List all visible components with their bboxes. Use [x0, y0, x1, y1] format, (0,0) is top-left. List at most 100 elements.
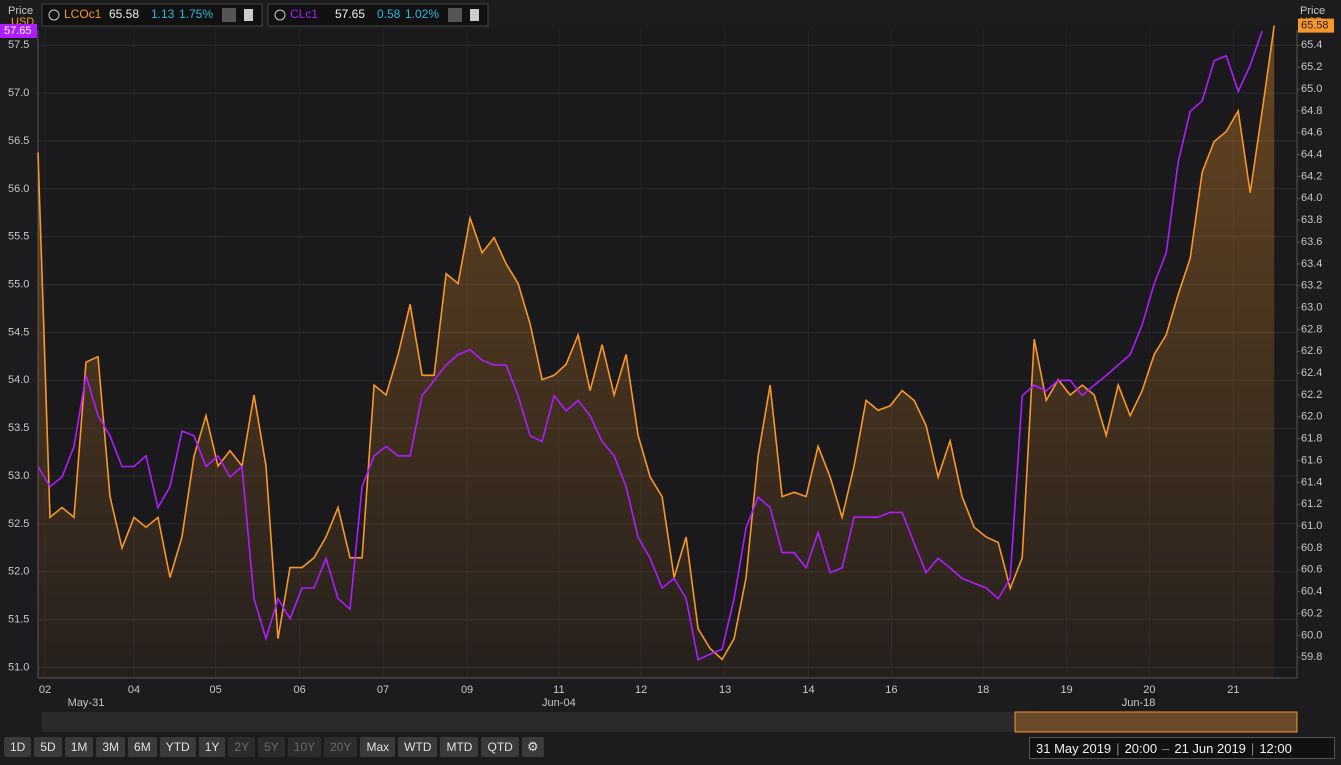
x-secondary-label: Jun-04: [542, 697, 576, 709]
settings-button[interactable]: ⚙: [521, 737, 544, 757]
y2-tick-label: 59.8: [1301, 651, 1322, 663]
x-tick-label: 14: [802, 684, 814, 696]
legend-dropdown[interactable]: [448, 8, 462, 22]
y2-tick-label: 64.4: [1301, 148, 1322, 160]
range-button[interactable]: 10Y: [287, 737, 322, 757]
x-tick-label: 02: [39, 684, 51, 696]
y2-tick-label: 63.6: [1301, 236, 1322, 248]
range-button[interactable]: QTD: [481, 737, 519, 757]
range-button[interactable]: 1D: [4, 737, 32, 757]
area: [38, 25, 1275, 679]
legend: LCOc1 65.58 1.13 1.75% CLc1 57.65 0.58 1.02%: [41, 3, 489, 27]
legend-dropdown[interactable]: [222, 8, 236, 22]
toolbar: 1D 5D 1M 3M 6M YTD 1Y 2Y 5Y 10Y 20Y Max WTD MTD QTD ⚙: [4, 737, 544, 757]
last-value-badge: [1298, 18, 1334, 33]
range-button[interactable]: 1Y: [198, 737, 226, 757]
y2-tick-label: 62.8: [1301, 323, 1322, 335]
navigator: [42, 712, 1297, 732]
y-tick-label: 54.5: [8, 326, 29, 338]
navigator-selection[interactable]: [1014, 711, 1298, 733]
range-button[interactable]: 1M: [64, 737, 94, 757]
y-tick-label: 53.5: [8, 422, 29, 434]
x-secondary-label: Jun-18: [1122, 697, 1156, 709]
y-tick-label: 56.5: [8, 135, 29, 147]
x-tick-label: 07: [377, 684, 389, 696]
y2-tick-label: 60.2: [1301, 607, 1322, 619]
y-tick-label: 51.0: [8, 661, 29, 673]
legend-last: 57.65: [335, 7, 365, 21]
x-secondary-label: May-31: [68, 697, 105, 709]
y-tick-label: 55.0: [8, 279, 29, 291]
y-tick-label: 57.0: [8, 87, 29, 99]
last-value-label: 57.65: [4, 25, 32, 37]
y2-tick-label: 63.4: [1301, 258, 1322, 270]
x-tick-label: 12: [635, 684, 647, 696]
range-button[interactable]: YTD: [159, 737, 196, 757]
range-button[interactable]: 6M: [128, 737, 157, 757]
y2-tick-label: 64.2: [1301, 170, 1322, 182]
start-date: 31 May 2019: [1036, 740, 1112, 756]
legend-change-pct: 1.75%: [179, 7, 213, 21]
legend-name: LCOc1: [64, 7, 102, 21]
legend-clock: [48, 9, 60, 21]
x-tick-label: 19: [1060, 684, 1072, 696]
y2-tick-label: 60.6: [1301, 564, 1322, 576]
y-tick-label: 52.5: [8, 518, 29, 530]
y2-tick-label: 60.0: [1301, 629, 1322, 641]
y2-tick-label: 65.0: [1301, 83, 1322, 95]
y2-tick-label: 63.0: [1301, 301, 1322, 313]
y2-tick-label: 61.2: [1301, 498, 1322, 510]
range-button[interactable]: 3M: [96, 737, 126, 757]
legend-clock: [274, 9, 286, 21]
right-axis-title: Price: [1300, 5, 1325, 17]
legend-delete[interactable]: [244, 9, 253, 21]
legend-change: 1.13: [151, 7, 175, 21]
legend-change: 0.58: [377, 7, 401, 21]
y-tick-label: 55.5: [8, 231, 29, 243]
y2-tick-label: 64.0: [1301, 192, 1322, 204]
x-tick-label: 13: [719, 684, 731, 696]
legend-name: CLc1: [290, 7, 318, 21]
left-axis-title: Price: [8, 5, 33, 17]
x-tick-label: 16: [885, 684, 897, 696]
y2-tick-label: 61.4: [1301, 476, 1322, 488]
x-tick-label: 06: [294, 684, 306, 696]
x-tick-label: 04: [128, 684, 140, 696]
line: [37, 30, 1263, 661]
start-time: 20:00: [1124, 740, 1158, 756]
y2-tick-label: 62.4: [1301, 367, 1322, 379]
legend-delete[interactable]: [470, 9, 479, 21]
y2-tick-label: 63.8: [1301, 214, 1322, 226]
y2-tick-label: 61.8: [1301, 433, 1322, 445]
range-button[interactable]: 5D: [34, 737, 62, 757]
y2-tick-label: 62.6: [1301, 345, 1322, 357]
y2-tick-label: 61.0: [1301, 520, 1322, 532]
y2-tick-label: 64.6: [1301, 127, 1322, 139]
x-tick-label: 20: [1143, 684, 1155, 696]
x-tick-label: 11: [553, 684, 564, 696]
y2-tick-label: 63.2: [1301, 280, 1322, 292]
y2-tick-label: 61.6: [1301, 454, 1322, 466]
range-button[interactable]: WTD: [398, 737, 438, 757]
range-button[interactable]: 20Y: [324, 737, 358, 757]
y2-tick-label: 65.2: [1301, 61, 1322, 73]
x-tick-label: 18: [977, 684, 989, 696]
last-value-label: 65.58: [1301, 20, 1329, 32]
date-range[interactable]: 31 May 2019 | 20:00– 21 Jun 2019 | 12:00: [1029, 737, 1335, 759]
range-button[interactable]: MTD: [440, 737, 479, 757]
y2-tick-label: 62.2: [1301, 389, 1322, 401]
range-button[interactable]: 5Y: [258, 737, 285, 757]
y2-tick-label: 62.0: [1301, 411, 1322, 423]
y-tick-label: 57.5: [8, 39, 29, 51]
range-button[interactable]: Max: [360, 737, 396, 757]
y2-tick-label: 60.8: [1301, 542, 1322, 554]
y2-tick-label: 65.4: [1301, 39, 1322, 51]
y2-tick-label: 60.4: [1301, 586, 1322, 598]
x-tick-label: 21: [1227, 684, 1239, 696]
y-tick-label: 54.0: [8, 374, 29, 386]
range-button[interactable]: 2Y: [228, 737, 256, 757]
last-value-badge: [0, 23, 37, 38]
y-tick-label: 51.5: [8, 614, 29, 626]
y-tick-label: 53.0: [8, 470, 29, 482]
